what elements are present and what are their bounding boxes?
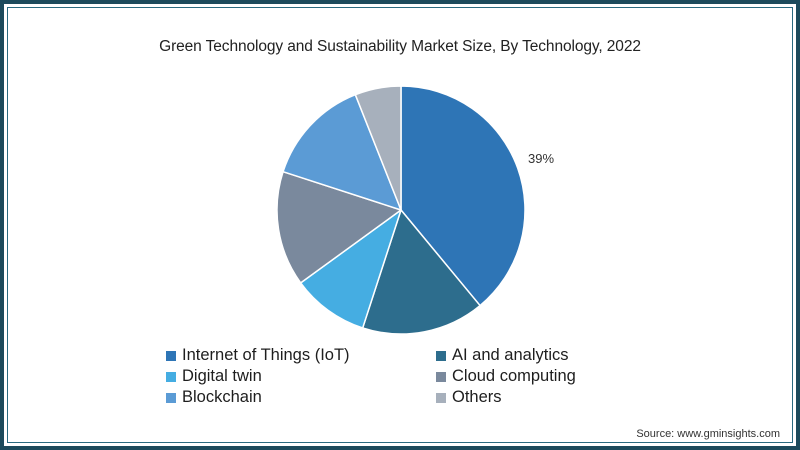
legend-swatch-icon bbox=[166, 392, 176, 403]
source-credit: Source: www.gminsights.com bbox=[636, 428, 780, 440]
pie-slice-ai-analytics bbox=[361, 209, 481, 335]
iot-percent-label: 39% bbox=[528, 151, 555, 166]
chart-legend: Internet of Things (IoT) AI and analytic… bbox=[166, 345, 636, 408]
legend-item-others: Others bbox=[436, 387, 636, 408]
pie-slice-iot bbox=[400, 85, 526, 307]
legend-item-ai-analytics: AI and analytics bbox=[436, 345, 636, 366]
pie-slice-digital-twin bbox=[299, 209, 402, 329]
legend-swatch-icon bbox=[166, 371, 176, 382]
legend-item-cloud-computing: Cloud computing bbox=[436, 366, 636, 387]
pie-slice-blockchain bbox=[282, 93, 402, 211]
legend-swatch-icon bbox=[436, 350, 446, 361]
legend-swatch-icon bbox=[436, 371, 446, 382]
legend-swatch-icon bbox=[436, 392, 446, 403]
pie-slice-others bbox=[354, 85, 402, 211]
chart-inner-border bbox=[7, 7, 793, 443]
legend-label: Others bbox=[452, 388, 502, 406]
legend-swatch-icon bbox=[166, 350, 176, 361]
legend-item-digital-twin: Digital twin bbox=[166, 366, 436, 387]
legend-label: Internet of Things (IoT) bbox=[182, 346, 350, 364]
legend-item-blockchain: Blockchain bbox=[166, 387, 436, 408]
legend-label: Cloud computing bbox=[452, 367, 576, 385]
chart-title: Green Technology and Sustainability Mark… bbox=[159, 38, 641, 55]
pie-slice-cloud-computing bbox=[276, 170, 402, 284]
legend-label: Blockchain bbox=[182, 388, 262, 406]
legend-label: Digital twin bbox=[182, 367, 262, 385]
legend-label: AI and analytics bbox=[452, 346, 569, 364]
legend-item-iot: Internet of Things (IoT) bbox=[166, 345, 436, 366]
